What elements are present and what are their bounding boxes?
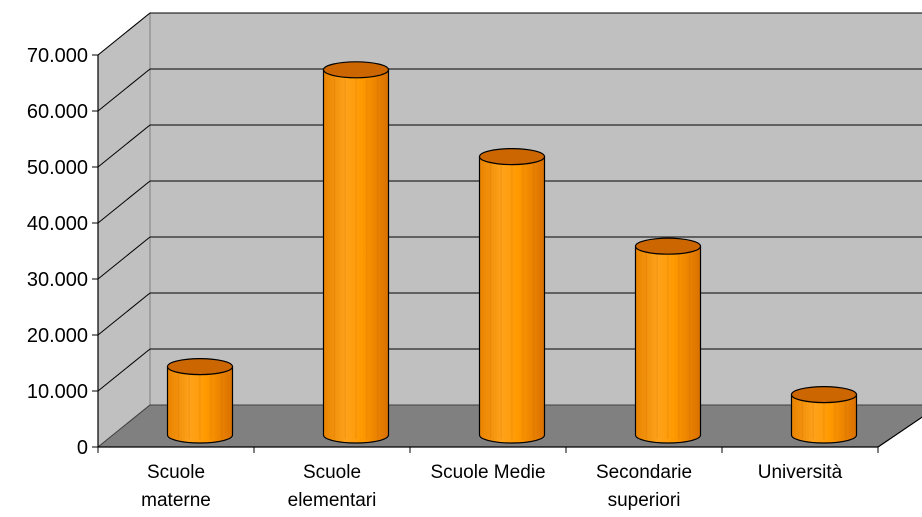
y-tick-labels: 0 10.000 20.000 30.000 40.000 50.000 60.000 70.… bbox=[27, 45, 88, 459]
gridline-side bbox=[97, 292, 151, 336]
bar-top bbox=[634, 237, 702, 255]
gridline-side bbox=[97, 68, 151, 112]
bar-top bbox=[790, 386, 858, 404]
bars bbox=[166, 61, 858, 444]
x-category-line: Secondarie bbox=[596, 462, 692, 483]
y-tick-label: 30.000 bbox=[27, 269, 88, 291]
bar-body bbox=[322, 69, 390, 444]
bar bbox=[166, 358, 234, 444]
floor-edge bbox=[877, 416, 922, 448]
y-tick-label: 50.000 bbox=[27, 157, 88, 179]
gridline-side bbox=[97, 348, 151, 392]
bar bbox=[634, 237, 702, 444]
x-category-label: Secondarie superiori bbox=[596, 462, 692, 511]
y-tick-label: 0 bbox=[77, 437, 88, 459]
bar-top bbox=[478, 148, 546, 166]
bar bbox=[322, 61, 390, 444]
y-tick-label: 20.000 bbox=[27, 325, 88, 347]
bar-top bbox=[166, 358, 234, 376]
gridline-side bbox=[97, 236, 151, 280]
gridline-side bbox=[97, 12, 151, 56]
y-tick-label: 10.000 bbox=[27, 381, 88, 403]
bar-body bbox=[634, 245, 702, 444]
y-tick-label: 60.000 bbox=[27, 101, 88, 123]
bar bbox=[790, 386, 858, 444]
x-category-line: materne bbox=[141, 490, 211, 511]
x-category-line: Scuole Medie bbox=[430, 462, 545, 483]
x-category-line: elementari bbox=[288, 490, 377, 511]
side-wall bbox=[97, 11, 151, 449]
x-category-line: Scuole bbox=[147, 462, 205, 483]
x-category-line: Scuole bbox=[303, 462, 361, 483]
x-category-label: Scuole elementari bbox=[288, 462, 377, 511]
gridline-side bbox=[97, 180, 151, 224]
bar-top bbox=[322, 61, 390, 79]
x-category-label: Università bbox=[758, 462, 843, 483]
x-category-label: Scuole Medie bbox=[430, 462, 545, 483]
bar-body bbox=[166, 366, 234, 444]
gridline-side bbox=[97, 124, 151, 168]
x-category-labels: Scuole materne Scuole elementari Scuole Medi… bbox=[141, 462, 843, 511]
x-category-line: superiori bbox=[608, 490, 681, 511]
bar-body bbox=[790, 394, 858, 444]
axes bbox=[92, 54, 922, 453]
x-category-line: Università bbox=[758, 462, 843, 483]
bar bbox=[478, 148, 546, 444]
x-category-label: Scuole materne bbox=[141, 462, 211, 511]
y-tick-label: 70.000 bbox=[27, 45, 88, 67]
y-tick-label: 40.000 bbox=[27, 213, 88, 235]
bar-body bbox=[478, 156, 546, 444]
